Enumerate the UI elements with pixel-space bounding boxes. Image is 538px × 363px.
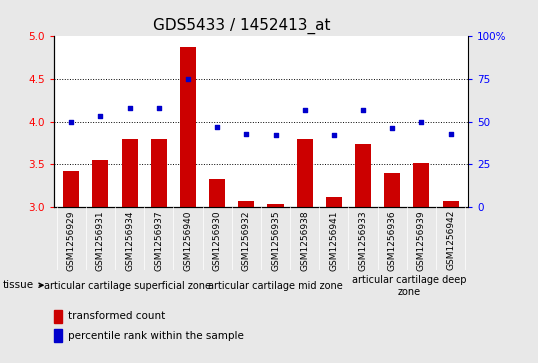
Text: percentile rank within the sample: percentile rank within the sample (68, 331, 244, 341)
Point (271, 132, 280, 138)
Point (125, 105, 134, 111)
Point (154, 105, 163, 111)
Bar (93, 160, 109, 207)
Point (213, 124, 222, 130)
Point (446, 131, 455, 136)
Point (330, 132, 338, 138)
Bar (443, 201, 458, 207)
Point (242, 131, 251, 136)
Text: articular cartilage mid zone: articular cartilage mid zone (208, 281, 343, 291)
Text: articular cartilage deep
zone: articular cartilage deep zone (352, 275, 466, 297)
Bar (326, 197, 342, 207)
Point (417, 119, 426, 125)
Bar (267, 204, 284, 207)
Point (183, 76, 192, 82)
Bar (180, 48, 196, 207)
Text: articular cartilage superficial zone: articular cartilage superficial zone (44, 281, 211, 291)
Bar (209, 179, 225, 207)
Text: GSM1256936: GSM1256936 (388, 210, 397, 271)
Point (96, 114, 105, 119)
Text: GDS5433 / 1452413_at: GDS5433 / 1452413_at (153, 18, 331, 34)
Text: GSM1256930: GSM1256930 (213, 210, 222, 271)
Text: GSM1256939: GSM1256939 (417, 210, 426, 271)
Bar (238, 201, 254, 207)
Bar (54, 329, 61, 342)
Text: GSM1256935: GSM1256935 (271, 210, 280, 271)
Bar (54, 310, 61, 323)
Point (359, 107, 367, 113)
Bar (151, 139, 167, 207)
Text: GSM1256929: GSM1256929 (67, 210, 76, 270)
Text: GSM1256941: GSM1256941 (329, 210, 338, 270)
Bar (355, 144, 371, 207)
Bar (122, 139, 138, 207)
Point (67, 119, 76, 125)
Text: GSM1256937: GSM1256937 (154, 210, 164, 271)
Text: GSM1256940: GSM1256940 (183, 210, 193, 270)
Text: GSM1256932: GSM1256932 (242, 210, 251, 270)
Text: GSM1256934: GSM1256934 (125, 210, 134, 270)
Text: tissue: tissue (3, 280, 43, 290)
Point (300, 107, 309, 113)
Text: GSM1256933: GSM1256933 (358, 210, 367, 271)
Bar (413, 163, 429, 207)
Point (388, 126, 397, 131)
Bar (63, 171, 79, 207)
Text: GSM1256938: GSM1256938 (300, 210, 309, 271)
Text: GSM1256931: GSM1256931 (96, 210, 105, 271)
Bar (296, 139, 313, 207)
Text: transformed count: transformed count (68, 311, 165, 321)
Text: GSM1256942: GSM1256942 (446, 210, 455, 270)
Bar (384, 173, 400, 207)
